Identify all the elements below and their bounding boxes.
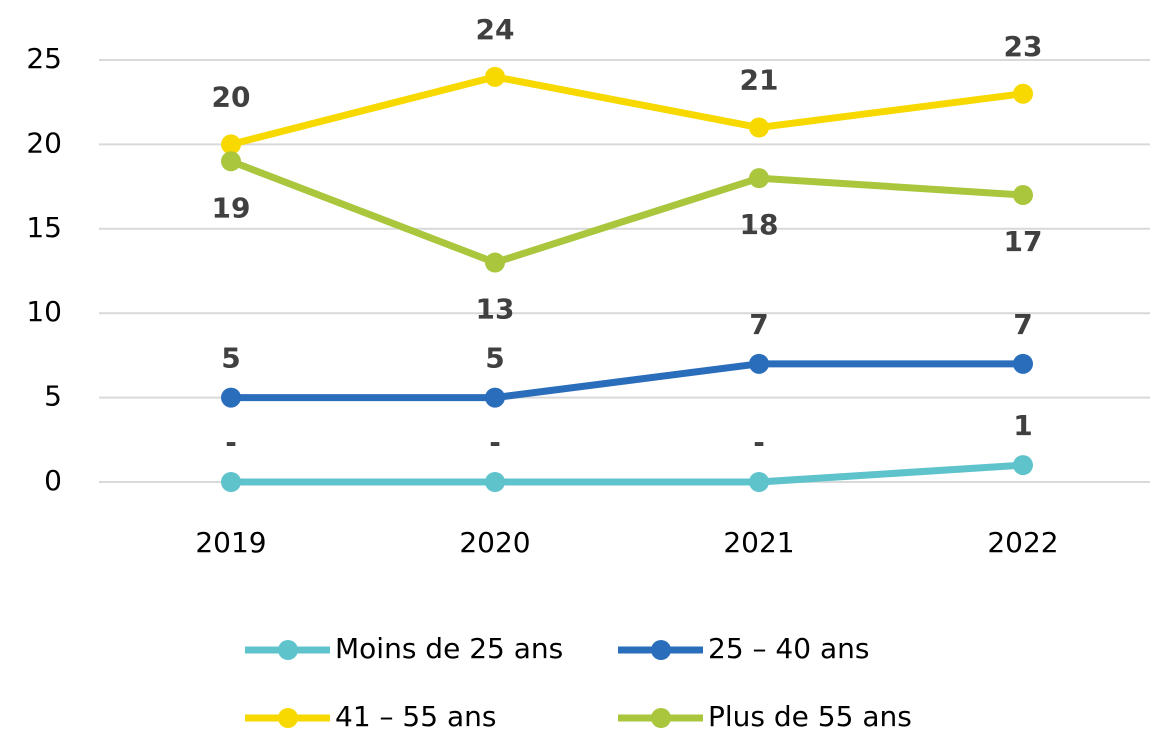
legend-marker xyxy=(651,640,671,660)
data-point xyxy=(749,168,769,189)
data-point xyxy=(1013,83,1033,104)
data-point xyxy=(221,134,241,155)
data-label: - xyxy=(489,426,501,459)
data-point xyxy=(485,472,505,492)
data-point xyxy=(221,151,241,172)
y-tick-label: 25 xyxy=(26,42,62,75)
data-label: - xyxy=(225,426,237,459)
x-tick-label: 2022 xyxy=(987,526,1058,559)
data-point xyxy=(749,117,769,138)
data-point xyxy=(485,387,505,408)
data-label: 17 xyxy=(1004,225,1043,258)
legend-label: Moins de 25 ans xyxy=(335,632,563,665)
data-point xyxy=(221,387,241,408)
data-point xyxy=(1013,455,1033,476)
data-point xyxy=(749,353,769,374)
data-label: 7 xyxy=(749,308,768,341)
data-label: 19 xyxy=(212,191,251,224)
series-line xyxy=(231,360,1023,402)
x-tick-label: 2021 xyxy=(723,526,794,559)
data-point xyxy=(485,252,505,273)
data-label: 20 xyxy=(212,80,251,113)
data-label: 21 xyxy=(740,64,779,97)
series-line xyxy=(229,158,1024,267)
data-label: 24 xyxy=(476,13,515,46)
data-point xyxy=(485,66,505,87)
legend-marker xyxy=(278,708,298,728)
legend-label: Plus de 55 ans xyxy=(708,700,912,733)
series-line xyxy=(230,73,1024,148)
legend-marker xyxy=(651,708,671,728)
data-label: 7 xyxy=(1013,308,1032,341)
data-label: - xyxy=(753,426,765,459)
x-tick-label: 2019 xyxy=(195,526,266,559)
x-tick-label: 2020 xyxy=(459,526,530,559)
data-point xyxy=(749,472,769,492)
data-label: 5 xyxy=(485,342,504,375)
data-label: 23 xyxy=(1004,30,1043,63)
legend-marker xyxy=(278,640,298,660)
data-label: 5 xyxy=(221,342,240,375)
y-tick-label: 20 xyxy=(26,126,62,159)
data-point xyxy=(221,472,241,492)
data-label: 18 xyxy=(740,208,779,241)
y-tick-label: 10 xyxy=(26,295,62,328)
data-point xyxy=(1013,353,1033,374)
legend-label: 25 – 40 ans xyxy=(708,632,869,665)
y-tick-label: 5 xyxy=(44,380,62,413)
data-label: 13 xyxy=(476,293,515,326)
y-tick-label: 15 xyxy=(26,211,62,244)
series-line xyxy=(231,461,1024,486)
legend-label: 41 – 55 ans xyxy=(335,700,496,733)
y-tick-label: 0 xyxy=(44,464,62,497)
data-point xyxy=(1013,185,1033,206)
data-label: 1 xyxy=(1013,409,1032,442)
